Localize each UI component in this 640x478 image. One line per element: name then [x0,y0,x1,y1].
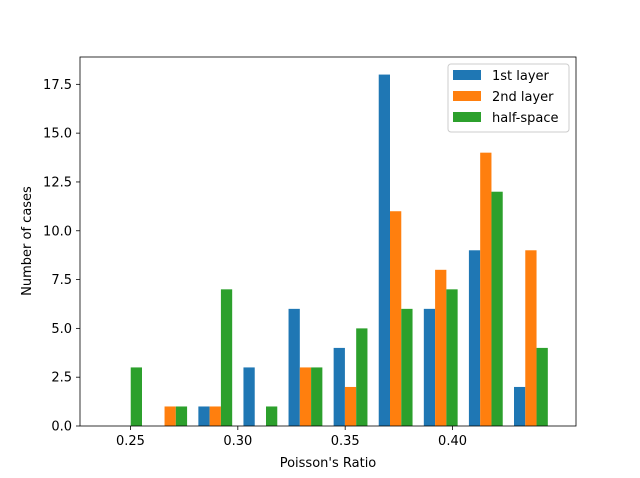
y-tick-label: 12.5 [43,175,72,190]
legend-swatch [453,112,481,122]
bar [198,406,210,426]
legend-swatch [453,91,481,101]
legend-label: 2nd layer [492,90,554,105]
x-tick-label: 0.30 [223,434,252,449]
legend: 1st layer 2nd layer half-space [447,63,570,133]
x-tick-label: 0.35 [331,434,360,449]
x-tick-label: 0.40 [438,434,467,449]
bar [164,406,176,426]
bar [209,406,221,426]
bar [536,347,548,426]
bar [401,308,413,426]
bar [491,191,503,426]
bar [356,328,368,426]
y-tick-label: 0.0 [51,420,72,435]
bar [378,74,390,427]
x-axis-title: Poisson's Ratio [280,456,377,471]
bar [311,367,323,426]
bars-layer [130,74,548,427]
y-tick-label: 2.5 [51,371,72,386]
bar [288,308,300,426]
bar [220,289,233,426]
bar [514,386,526,426]
legend-label: 1st layer [492,69,550,84]
bar [299,367,312,426]
bar [243,367,255,426]
y-tick-label: 7.5 [51,273,72,288]
y-axis-title: Number of cases [20,186,35,296]
bar [525,250,537,426]
bar [423,308,436,426]
plot-frame [79,56,577,427]
y-tick-label: 10.0 [43,224,72,239]
x-tick-label: 0.25 [116,434,145,449]
bar [333,347,345,426]
bar [446,289,458,426]
bar [468,250,481,426]
bar [344,386,357,426]
bar [480,152,492,426]
y-axis-ticks: 0.0 2.5 5.0 7.5 10.0 12.5 15.0 17.5 [43,78,80,435]
legend-label: half-space [492,111,559,126]
legend-swatch [453,70,481,80]
y-tick-label: 5.0 [51,322,72,337]
y-tick-label: 15.0 [43,127,72,142]
bar [435,269,447,426]
bar [130,367,142,426]
bar [175,406,188,426]
bar [266,406,278,426]
x-axis-ticks: 0.25 0.30 0.35 0.40 [116,426,467,449]
y-tick-label: 17.5 [43,78,72,93]
bar [390,211,402,426]
